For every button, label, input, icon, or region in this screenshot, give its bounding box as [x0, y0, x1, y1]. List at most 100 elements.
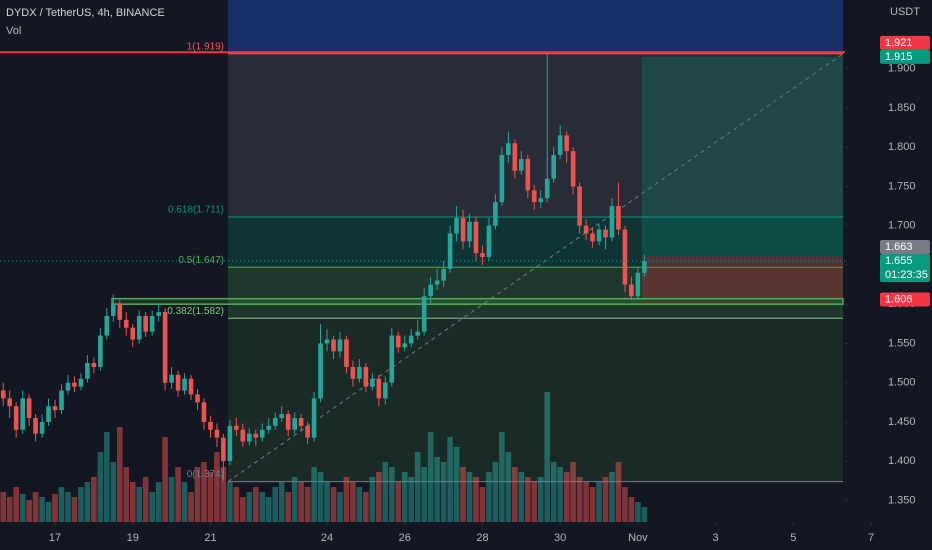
candle-body: [395, 335, 401, 348]
candle-body: [111, 304, 116, 316]
x-tick-label: 28: [476, 532, 488, 544]
volume-bar: [408, 477, 415, 522]
fib-zone: [228, 318, 843, 482]
x-tick-label: 26: [399, 532, 411, 544]
x-tick-label: 19: [127, 532, 139, 544]
price-label: 1.663: [885, 241, 913, 253]
volume-bar: [570, 462, 576, 522]
candle-body: [383, 382, 388, 399]
candle-body: [240, 429, 246, 442]
volume-bar: [155, 482, 162, 522]
candle-body: [188, 378, 194, 395]
candle-body: [0, 390, 6, 399]
price-label: 1.921: [885, 37, 913, 49]
volume-bar: [427, 432, 434, 522]
volume-bar: [272, 487, 279, 522]
support-zone: [111, 297, 844, 305]
fib-zone: [228, 53, 843, 218]
fib-label: 0(1.374): [187, 469, 224, 480]
candle-body: [195, 394, 200, 403]
volume-bar: [622, 487, 628, 522]
volume-bar: [628, 497, 635, 522]
volume-bar: [479, 487, 486, 522]
volume-bar: [259, 492, 266, 522]
candle-body: [596, 229, 602, 242]
y-tick-label: 1.500: [888, 377, 916, 389]
candle-body: [564, 135, 569, 152]
volume-bar: [136, 487, 143, 522]
candle-body: [428, 284, 433, 297]
candle-body: [376, 378, 382, 399]
y-tick-label: 1.750: [888, 180, 916, 192]
x-tick-label: 24: [321, 532, 333, 544]
x-tick-label: 17: [49, 532, 61, 544]
candle-body: [415, 331, 420, 336]
candle-body: [590, 233, 595, 242]
volume-bar: [162, 437, 168, 522]
volume-bar: [201, 462, 207, 522]
candle-body: [480, 253, 485, 258]
volume-bar: [421, 467, 427, 522]
candle-body: [214, 429, 220, 438]
volume-bar: [447, 437, 453, 522]
candle-body: [357, 366, 362, 379]
volume-bar: [39, 497, 45, 522]
volume-bar: [116, 427, 123, 522]
price-label-box: [880, 240, 930, 254]
price-countdown: 01:23:35: [885, 269, 928, 281]
volume-bar: [168, 477, 175, 522]
candle-body: [26, 398, 32, 418]
candle-body: [609, 206, 615, 238]
candle-body: [149, 315, 155, 332]
volume-bar: [376, 472, 382, 522]
volume-bar: [635, 502, 641, 522]
volume-bar: [311, 467, 317, 522]
candle-body: [370, 378, 375, 387]
position-target: [642, 56, 843, 257]
volume-bar: [453, 447, 460, 522]
volume-bar: [233, 487, 240, 522]
candle-body: [408, 335, 414, 344]
candle-body: [531, 190, 537, 203]
x-tick-label: 5: [790, 532, 796, 544]
candle-body: [402, 343, 408, 348]
volume-bar: [525, 477, 531, 522]
candle-body: [123, 319, 129, 328]
candle-body: [279, 414, 284, 418]
volume-bar: [356, 487, 363, 522]
candle-body: [629, 284, 634, 297]
volume-bar: [78, 487, 84, 522]
price-label-box: [880, 49, 930, 64]
volume-bar: [486, 472, 492, 522]
volume-bar: [194, 467, 201, 522]
volume-bar: [285, 492, 291, 522]
volume-bar: [550, 462, 557, 522]
candle-body: [473, 221, 479, 254]
candle-body: [622, 229, 628, 285]
candle-body: [130, 327, 136, 340]
volume-bar: [278, 482, 285, 522]
candle-body: [272, 417, 278, 426]
candle-body: [583, 225, 589, 234]
y-tick-label: 1.350: [888, 494, 916, 506]
volume-bar: [537, 477, 544, 522]
candle-body: [13, 406, 19, 430]
volume-bar: [505, 452, 512, 522]
volume-bar: [531, 482, 538, 522]
fib-label: 1(1.919): [187, 41, 224, 52]
volume-bar: [512, 467, 518, 522]
volume-bar: [110, 462, 117, 522]
volume-bar: [0, 492, 7, 522]
price-label-box: [880, 292, 930, 307]
volume-bar: [253, 487, 259, 522]
candle-body: [104, 315, 110, 336]
candle-body: [91, 363, 97, 367]
candle-body: [7, 398, 12, 407]
volume-bar: [395, 482, 402, 522]
volume-bar: [149, 492, 155, 522]
candle-body: [538, 198, 544, 203]
candle-body: [221, 437, 226, 462]
fib-label: 0.382(1.582): [167, 306, 224, 317]
